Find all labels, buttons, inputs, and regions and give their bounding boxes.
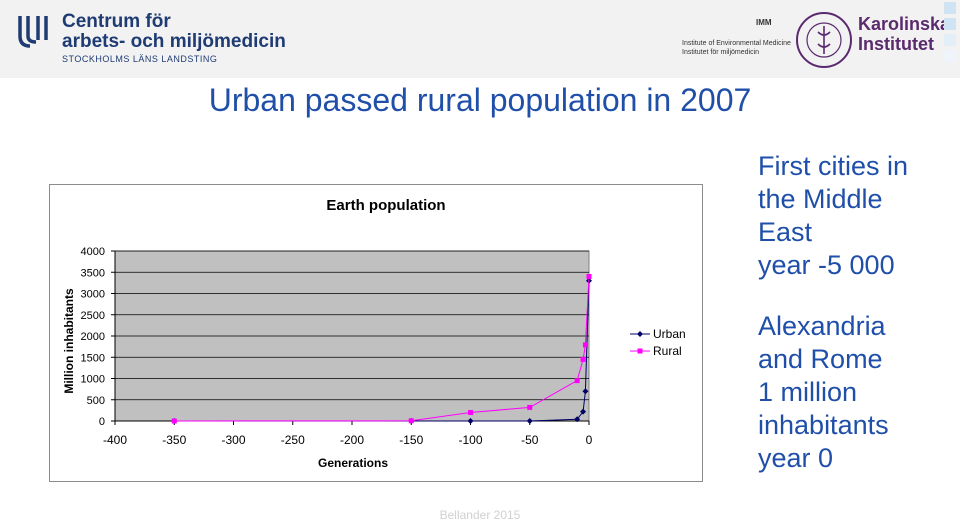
chart-title: Earth population — [326, 197, 445, 214]
x-tick-label: -300 — [221, 433, 245, 447]
side-note-line: 1 million — [758, 377, 858, 407]
cam-logo-icon — [18, 16, 48, 48]
data-point-rural — [574, 378, 580, 384]
legend-label-urban: Urban — [653, 327, 686, 341]
corner-decoration-icon — [944, 2, 956, 62]
data-point-urban — [574, 416, 581, 423]
y-tick-label: 500 — [87, 395, 105, 407]
data-point-rural — [586, 274, 592, 279]
data-point-urban — [580, 408, 587, 415]
slide-title: Urban passed rural population in 2007 — [208, 82, 752, 118]
data-point-rural — [468, 410, 473, 415]
ki-seal-icon — [796, 12, 852, 68]
y-axis-label: Million inhabitants — [62, 288, 76, 394]
x-tick-label: -200 — [340, 433, 364, 447]
data-point-urban — [467, 418, 474, 424]
grid-lines — [115, 250, 589, 401]
imm-line2: Institutet för miljömedicin — [682, 49, 760, 56]
cam-logo-text: Centrum för arbets- och miljömedicin STO… — [62, 11, 286, 65]
side-note-line: First cities in — [758, 151, 909, 181]
x-tick-label: 0 — [586, 433, 593, 447]
legend-label-rural: Rural — [653, 344, 682, 358]
x-tick-label: -100 — [458, 433, 482, 447]
y-tick-label: 1000 — [81, 374, 105, 386]
side-note-line: the Middle — [758, 184, 883, 214]
y-tick-label: 3500 — [81, 267, 105, 279]
y-tick-label: 3000 — [81, 289, 105, 301]
x-tick-label: -350 — [162, 433, 186, 447]
imm-logo: IMM Institute of Environmental Medicine … — [682, 18, 791, 57]
side-note-first-cities: First cities in the Middle East year -5 000 — [758, 150, 958, 282]
x-tick-label: -250 — [281, 433, 305, 447]
side-note-line: inhabitants — [758, 410, 889, 440]
cam-name-line2: arbets- och miljömedicin — [62, 31, 286, 52]
legend-box — [627, 326, 683, 362]
chart-legend: Urban Rural — [627, 326, 686, 362]
side-notes: First cities in the Middle East year -5 000… — [758, 150, 958, 475]
imm-tag: IMM — [756, 18, 772, 27]
footer-credit: Bellander 2015 — [439, 508, 521, 522]
y-tick-label: 4000 — [81, 246, 105, 258]
imm-line1: Institute of Environmental Medicine — [682, 40, 791, 47]
side-note-line: year -5 000 — [758, 250, 895, 280]
data-point-rural — [408, 418, 414, 424]
legend-marker-urban — [637, 331, 643, 337]
ki-logo-text: Karolinska Institutet — [858, 14, 950, 54]
population-chart: Earth population Generations Million inh… — [62, 197, 686, 470]
cam-name-line1: Centrum för — [62, 11, 171, 32]
legend-marker-rural — [637, 348, 643, 354]
series-line-urban — [174, 280, 590, 422]
side-note-line: Alexandria — [758, 311, 886, 341]
data-point-rural — [527, 404, 533, 410]
data-point-urban — [526, 418, 533, 424]
x-tick-label: -50 — [521, 433, 539, 447]
y-tick-label: 2500 — [81, 310, 105, 322]
cam-name-line3: STOCKHOLMS LÄNS LANDSTING — [62, 54, 218, 64]
y-tick-label: 2000 — [81, 331, 105, 343]
side-note-alexandria-rome: Alexandria and Rome 1 million inhabitants ye… — [758, 310, 958, 475]
side-note-line: East — [758, 217, 813, 247]
side-note-line: year 0 — [758, 443, 834, 473]
series-lines — [171, 274, 592, 424]
side-note-line: and Rome — [758, 344, 883, 374]
y-tick-label: 1500 — [81, 352, 105, 364]
data-point-rural — [582, 342, 588, 348]
data-point-rural — [171, 418, 177, 424]
ki-name-line1: Karolinska — [858, 14, 951, 34]
chart-frame: Earth population Generations Million inh… — [49, 184, 703, 482]
x-tick-label: -150 — [399, 433, 423, 447]
data-point-rural — [580, 356, 586, 362]
x-axis-label: Generations — [318, 456, 388, 470]
header-bar: Centrum för arbets- och miljömedicin STO… — [0, 0, 960, 78]
x-tick-label: -400 — [103, 433, 127, 447]
data-point-urban — [582, 388, 589, 395]
ki-name-line2: Institutet — [858, 34, 934, 54]
y-tick-label: 0 — [99, 416, 105, 428]
